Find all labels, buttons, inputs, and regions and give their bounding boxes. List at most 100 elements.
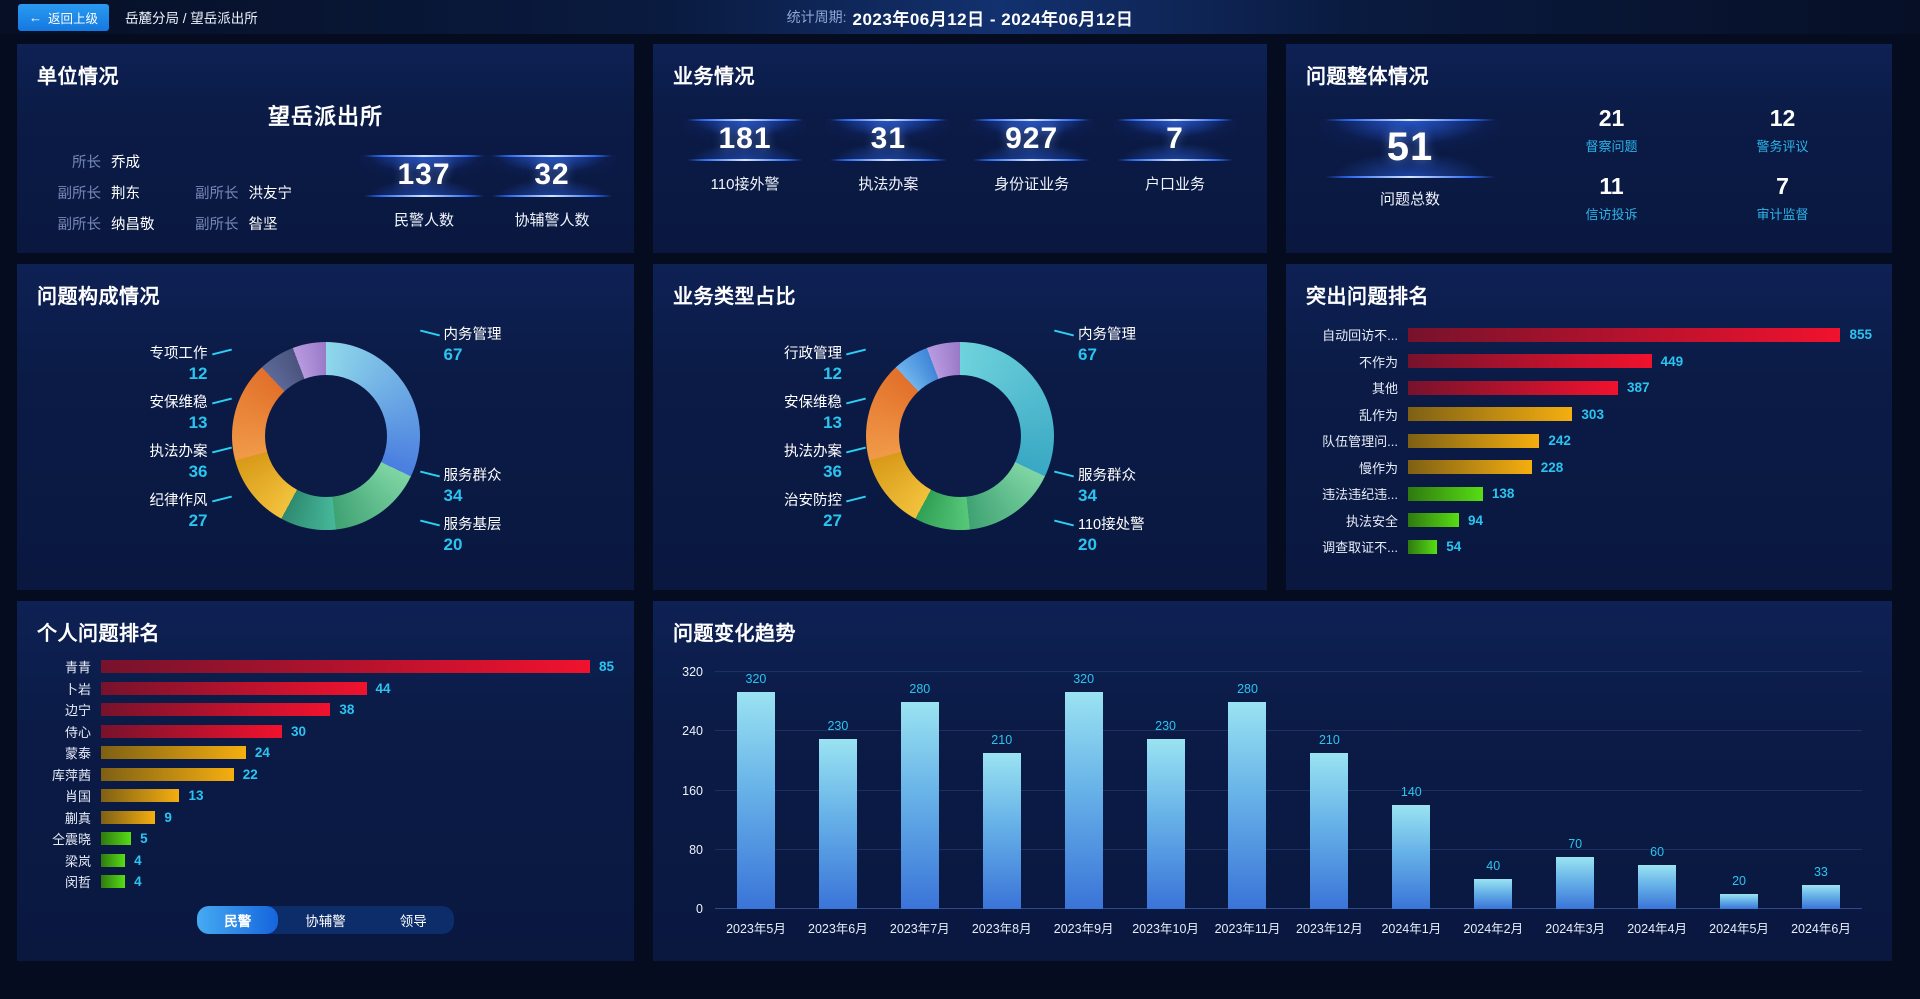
bar-row: 侍心 30 bbox=[31, 721, 614, 743]
bar-row-label: 违法违纪违... bbox=[1322, 487, 1398, 503]
x-tick-label: 2023年5月 bbox=[726, 922, 786, 936]
bar-fill[interactable] bbox=[1408, 539, 1438, 554]
x-tick-label: 2024年1月 bbox=[1381, 922, 1442, 936]
pie-label-name: 治安防控 bbox=[784, 492, 842, 509]
trend-bar[interactable] bbox=[900, 701, 939, 909]
stat-beam: 137 bbox=[360, 155, 488, 197]
back-button[interactable]: ← 返回上级 bbox=[18, 3, 110, 31]
bar-value: 85 bbox=[598, 659, 614, 675]
bar-row: 梁岚 4 bbox=[31, 850, 614, 872]
bar-fill[interactable] bbox=[1408, 380, 1619, 395]
trend-bar[interactable] bbox=[982, 753, 1021, 909]
bar-fill[interactable] bbox=[101, 789, 180, 803]
bar-fill[interactable] bbox=[101, 724, 283, 738]
x-tick-label: 2023年9月 bbox=[1053, 922, 1114, 936]
pie-label-安保维稳: 安保维稳 13 bbox=[150, 391, 208, 433]
bar-fill[interactable] bbox=[101, 832, 132, 846]
trend-bar[interactable] bbox=[1474, 879, 1513, 909]
panel-problem-overview: 问题整体情况 51 问题总数 21 督察问题 12 警务评议 11 信访投诉 7 审计监督 bbox=[1286, 44, 1892, 253]
donut-chart[interactable] bbox=[231, 342, 420, 530]
panel-problem-composition: 问题构成情况 专项工作 12 安保维稳 13 执法办案 36 纪律作风 27 内务管理 67 服务群… bbox=[17, 264, 634, 590]
pie-label-纪律作风: 纪律作风 27 bbox=[150, 489, 208, 531]
bar-row: 青青 85 bbox=[31, 656, 614, 678]
bar-row-label: 梁岚 bbox=[64, 853, 91, 869]
bar-fill[interactable] bbox=[1408, 433, 1540, 448]
bar-fill[interactable] bbox=[1408, 513, 1459, 528]
trend-bar[interactable] bbox=[1228, 701, 1267, 909]
trend-bar[interactable] bbox=[1146, 738, 1185, 909]
pie-label-value: 36 bbox=[188, 461, 208, 481]
trend-bar[interactable] bbox=[1310, 753, 1349, 909]
bar-track: 5 bbox=[101, 831, 614, 846]
back-arrow-icon: ← bbox=[29, 9, 42, 25]
bar-fill[interactable] bbox=[1408, 327, 1841, 342]
bar-fill[interactable] bbox=[101, 746, 246, 760]
pie-label-执法办案: 执法办案 36 bbox=[150, 440, 208, 482]
bar-row: 闵哲 4 bbox=[31, 871, 614, 893]
bar-track: 138 bbox=[1408, 486, 1872, 501]
stat-执法办案: 31 执法办案 bbox=[826, 119, 951, 194]
trend-bar[interactable] bbox=[1720, 894, 1759, 909]
donut-chart[interactable] bbox=[866, 342, 1054, 530]
bar-fill[interactable] bbox=[101, 853, 126, 867]
trend-bar[interactable] bbox=[1064, 692, 1103, 909]
panel-title-business: 业务情况 bbox=[673, 66, 755, 88]
leader-item: 副所长 洪友宁 bbox=[181, 182, 292, 203]
leader-name: 荆东 bbox=[111, 186, 140, 202]
donut-hole bbox=[899, 375, 1021, 497]
pie-label-value: 12 bbox=[188, 363, 208, 383]
leader-role: 副所长 bbox=[57, 186, 102, 202]
pie-label-value: 27 bbox=[188, 510, 208, 530]
trend-bar-value: 230 bbox=[1155, 718, 1176, 733]
leader-role: 所长 bbox=[72, 155, 101, 171]
stat-period-label: 统计周期: bbox=[786, 9, 847, 25]
trend-bar[interactable] bbox=[1801, 884, 1840, 909]
stat-value: 32 bbox=[534, 158, 570, 191]
bar-row: 库萍茜 22 bbox=[31, 764, 614, 786]
tab-领导[interactable]: 领导 bbox=[399, 913, 427, 929]
bar-fill[interactable] bbox=[101, 767, 234, 781]
gridline bbox=[715, 908, 1862, 909]
bar-row: 执法安全 94 bbox=[1300, 508, 1872, 534]
bar-value: 13 bbox=[188, 788, 204, 804]
trend-bar[interactable] bbox=[1556, 857, 1595, 909]
stat-value: 31 bbox=[870, 122, 907, 155]
trend-bar-cell: 230 bbox=[1125, 672, 1207, 909]
tab-民警[interactable]: 民警 bbox=[197, 905, 279, 934]
bar-fill[interactable] bbox=[1408, 460, 1532, 475]
bar-row-label: 执法安全 bbox=[1345, 513, 1398, 529]
y-tick-label: 320 bbox=[682, 665, 703, 679]
trend-bar[interactable] bbox=[818, 738, 857, 909]
trend-bar-cell: 280 bbox=[879, 672, 961, 909]
trend-bar[interactable] bbox=[1638, 864, 1677, 909]
trend-bar-value: 210 bbox=[991, 733, 1013, 748]
bar-fill[interactable] bbox=[101, 703, 331, 717]
bar-fill[interactable] bbox=[1408, 407, 1573, 422]
pie-label-value: 20 bbox=[443, 535, 463, 554]
bar-fill[interactable] bbox=[1408, 354, 1652, 369]
trend-bar-value: 140 bbox=[1400, 785, 1422, 800]
bar-track: 30 bbox=[101, 724, 614, 739]
bar-fill[interactable] bbox=[101, 810, 156, 824]
bar-row-label: 仝震晓 bbox=[51, 832, 91, 848]
trend-bar-cell: 140 bbox=[1370, 672, 1452, 909]
tab-协辅警[interactable]: 协辅警 bbox=[305, 913, 346, 929]
donut-hole bbox=[264, 375, 387, 497]
trend-bar[interactable] bbox=[1392, 805, 1431, 909]
trend-y-axis: 0 80 160 240 320 bbox=[669, 665, 715, 916]
bar-row: 蒙泰 24 bbox=[31, 742, 614, 764]
bar-fill[interactable] bbox=[101, 875, 126, 889]
trend-bar[interactable] bbox=[736, 692, 775, 909]
bar-fill[interactable] bbox=[1408, 486, 1483, 501]
stat-身份证业务: 927 身份证业务 bbox=[969, 119, 1094, 194]
bar-fill[interactable] bbox=[101, 660, 590, 674]
stat-glow bbox=[969, 119, 1094, 161]
leader-name: 昝坚 bbox=[248, 217, 278, 233]
pie-label-服务群众: 服务群众 34 bbox=[1078, 464, 1136, 506]
bar-row: 自动回访不... 855 bbox=[1300, 322, 1872, 348]
bar-fill[interactable] bbox=[101, 681, 367, 695]
bar-value: 855 bbox=[1849, 327, 1872, 343]
pie-label-内务管理: 内务管理 67 bbox=[444, 323, 502, 365]
bar-value: 242 bbox=[1548, 433, 1571, 449]
bar-value: 5 bbox=[140, 831, 148, 847]
